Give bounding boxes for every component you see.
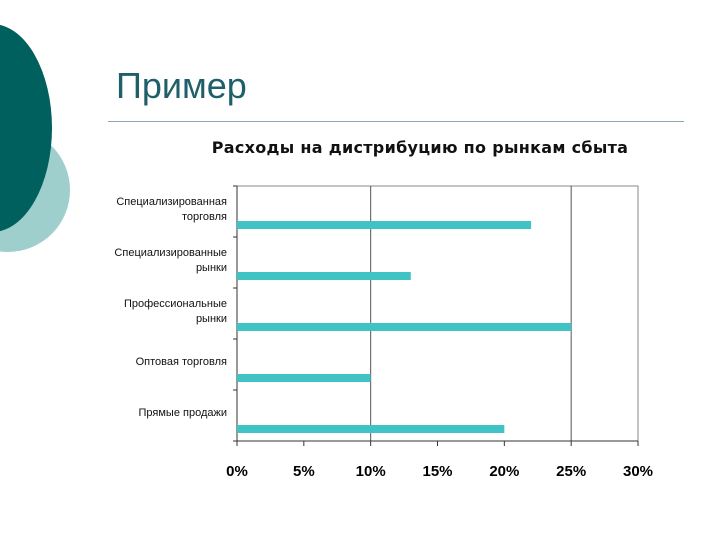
title-divider [108, 121, 684, 122]
category-label: Оптовая торговля [136, 356, 227, 368]
chart-title-wrap: Расходы на дистрибуцию по рынкам сбыта [0, 0, 720, 200]
x-tick-label: 10% [356, 463, 386, 480]
x-axis-ticks [236, 441, 639, 446]
bar-3 [237, 374, 371, 382]
bar-2 [237, 323, 572, 331]
bar-4 [237, 425, 505, 433]
category-label: Прямые продажи [139, 407, 228, 419]
dark-teal-circle [0, 24, 52, 232]
slide-title: Пример [116, 65, 247, 106]
x-tick-label: 5% [293, 463, 315, 480]
chart-title: Расходы на дистрибуцию по рынкам сбыта [211, 138, 629, 157]
x-tick-label: 20% [489, 463, 519, 480]
bar-0 [237, 221, 532, 229]
category-labels: Специализированная торговля Специализирова… [114, 196, 227, 419]
category-label: Специализированная торговля [116, 196, 227, 223]
bar-1 [237, 272, 411, 280]
x-tick-label: 0% [226, 463, 248, 480]
y-axis-ticks [233, 185, 237, 442]
x-tick-label: 15% [422, 463, 452, 480]
x-tick-labels: 0% 5% 10% 15% 20% 25% 30% [226, 463, 653, 480]
category-label: Специализированные рынки [114, 247, 227, 274]
x-tick-label: 25% [556, 463, 586, 480]
category-label: Профессиональные рынки [124, 298, 227, 325]
x-tick-label: 30% [623, 463, 653, 480]
bars [237, 221, 572, 433]
